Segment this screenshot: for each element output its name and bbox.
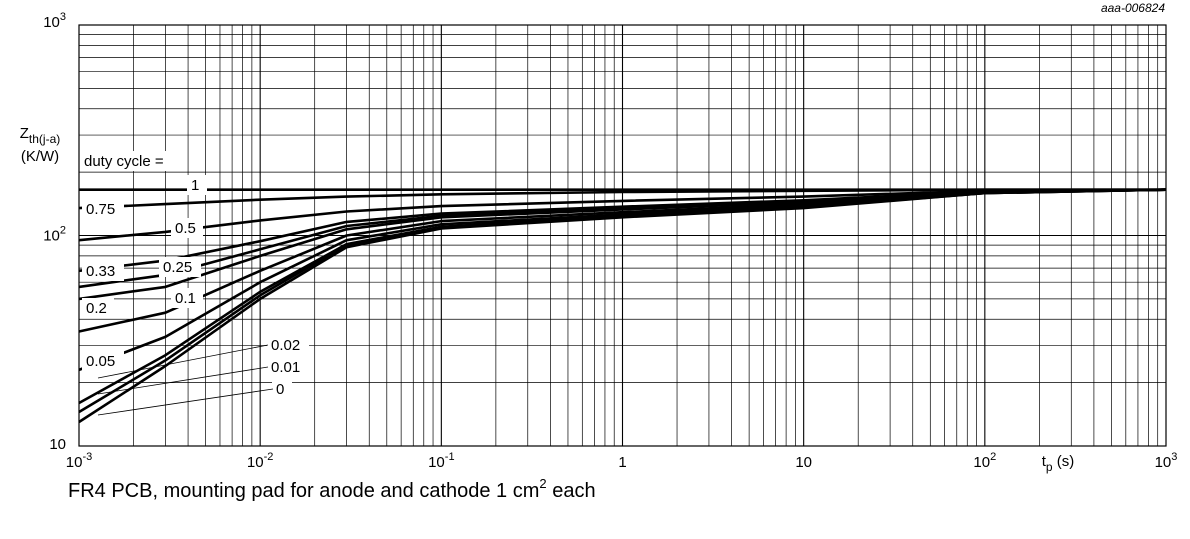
series-label-1: 1 [191, 177, 199, 194]
y-tick-label-exponent: 2 [60, 225, 66, 237]
series-label-0: 0 [276, 381, 284, 398]
series-label-0.05: 0.05 [86, 353, 115, 370]
series-label-0.33: 0.33 [86, 263, 115, 280]
x-tick-label: 10-2 [247, 451, 273, 471]
series-label-0.1: 0.1 [175, 290, 196, 307]
y-tick-label-base: 10 [43, 14, 60, 31]
caption-text: FR4 PCB, mounting pad for anode and cath… [68, 480, 540, 502]
series-label-0.25-background [159, 257, 201, 277]
y-tick-label: 102 [43, 225, 66, 245]
x-tick-label-exponent: -3 [82, 451, 92, 463]
y-axis-subscript: th(j-a) [29, 132, 60, 146]
series-label-0.2: 0.2 [86, 300, 107, 317]
caption-superscript: 2 [539, 476, 547, 491]
y-tick-label: 103 [43, 11, 66, 31]
y-axis-symbol: Z [20, 125, 29, 142]
series-label-0.5: 0.5 [175, 220, 196, 237]
y-tick-label-base: 10 [43, 228, 60, 245]
series-label-0.25: 0.25 [163, 259, 192, 276]
leader-line-0.02 [97, 344, 269, 379]
y-axis-unit: (K/W) [21, 148, 59, 165]
x-tick-label: 1 [618, 454, 626, 471]
series-label-0.2-background [82, 298, 114, 318]
x-tick-label: 10-3 [66, 451, 92, 471]
x-tick-label-base: 10 [1155, 454, 1172, 471]
x-tick-label-base: 10 [795, 454, 812, 471]
x-tick-label-exponent: 3 [1171, 451, 1177, 463]
series-label-0.01: 0.01 [271, 359, 300, 376]
y-tick-label: 10 [49, 436, 66, 453]
caption-suffix: each [546, 480, 596, 502]
duty-cycle-legend-title-background [80, 151, 184, 171]
series-label-0.1-background [171, 288, 203, 308]
series-line-0 [78, 188, 1167, 424]
series-label-0.05-background [82, 351, 124, 371]
x-tick-label-base: 1 [618, 454, 626, 471]
y-axis-title: Zth(j-a) [20, 125, 61, 146]
x-tick-label: 10-1 [428, 451, 454, 471]
x-axis-unit: (s) [1053, 453, 1075, 470]
x-axis-subscript: p [1046, 460, 1053, 474]
leader-line-0.01 [97, 366, 269, 395]
thermal-impedance-chart: duty cycle = 1 0.75 0.5 0.33 0.25 0.2 0.1 0.05 0.… [20, 1, 1178, 474]
x-tick-label-exponent: -1 [445, 451, 455, 463]
series-label-0.02: 0.02 [271, 337, 300, 354]
x-tick-label-base: 10 [66, 454, 83, 471]
series-label-0.01-background [267, 357, 309, 377]
series-label-0.75-background [82, 199, 124, 219]
figure-caption: FR4 PCB, mounting pad for anode and cath… [68, 477, 596, 503]
x-tick-label: 10 [795, 454, 812, 471]
x-tick-label-exponent: 2 [990, 451, 996, 463]
y-tick-label-exponent: 3 [60, 11, 66, 23]
series-label-0.5-background [171, 218, 203, 238]
series-label-0-background [272, 379, 292, 399]
series-label-1-background [187, 175, 207, 195]
series-label-0.33-background [82, 261, 124, 281]
y-tick-label-base: 10 [49, 436, 66, 453]
series-label-0.75: 0.75 [86, 201, 115, 218]
x-tick-label-base: 10 [428, 454, 445, 471]
series-labels: duty cycle = 1 0.75 0.5 0.33 0.25 0.2 0.1 0.05 0.… [80, 151, 309, 416]
x-tick-label-base: 10 [973, 454, 990, 471]
x-tick-label-base: 10 [247, 454, 264, 471]
leader-line-0 [97, 388, 274, 416]
series-line-0.75 [78, 188, 1166, 210]
x-tick-label: 102 [973, 451, 996, 471]
duty-cycle-legend-title: duty cycle = [84, 153, 164, 170]
grid [79, 25, 1166, 446]
plot-frame [78, 24, 1167, 447]
x-tick-label-exponent: -2 [264, 451, 274, 463]
series-label-0.02-background [267, 335, 309, 355]
figure-code: aaa-006824 [1101, 1, 1165, 15]
x-axis-title: tp (s) [1042, 453, 1075, 474]
x-tick-label: 103 [1155, 451, 1178, 471]
x-axis-symbol: t [1042, 453, 1047, 470]
